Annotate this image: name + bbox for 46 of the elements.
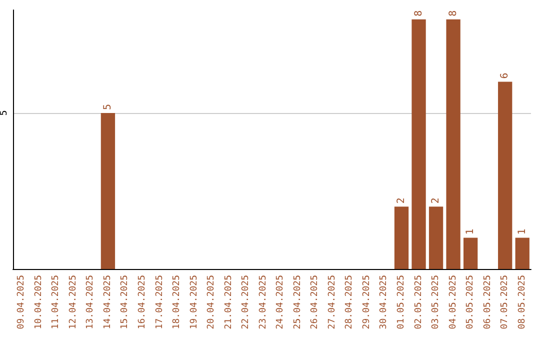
x-tick-label: 16.04.2025: [138, 275, 148, 330]
x-tick-label: 22.04.2025: [241, 275, 252, 330]
bar: [394, 206, 409, 269]
data-label: 6: [500, 72, 511, 79]
x-tick-label: 19.04.2025: [189, 275, 200, 330]
bar: [428, 206, 444, 269]
x-tick-label: 21.04.2025: [224, 275, 234, 330]
data-label: 2: [430, 198, 442, 204]
x-tick-label: 13.04.2025: [86, 275, 96, 330]
data-label: 8: [413, 10, 424, 16]
bar: [412, 19, 426, 269]
x-tick-label: 05.05.2025: [466, 275, 476, 330]
x-tick-label: 27.04.2025: [327, 275, 338, 330]
x-tick-label: 12.04.2025: [68, 275, 78, 330]
x-tick-label: 06.05.2025: [482, 275, 493, 330]
x-tick-label: 30.04.2025: [379, 275, 390, 330]
x-tick-label: 08.05.2025: [517, 275, 528, 330]
x-tick-label: 17.04.2025: [154, 275, 165, 330]
x-tick-label: 11.04.2025: [51, 275, 62, 330]
x-tick-label: 03.05.2025: [431, 275, 442, 330]
x-tick-label: 04.05.2025: [448, 275, 458, 330]
data-label: 1: [516, 228, 528, 235]
bar: [463, 238, 478, 269]
data-label: 2: [396, 198, 407, 204]
bar: [498, 82, 512, 269]
x-tick-label: 23.04.2025: [258, 275, 268, 330]
data-label: 1: [465, 228, 476, 235]
x-tick-label: 26.04.2025: [310, 275, 320, 330]
bar: [446, 19, 460, 269]
x-tick-label: 01.05.2025: [396, 275, 406, 330]
data-label: 8: [448, 10, 459, 16]
x-tick-label: 09.04.2025: [16, 275, 27, 330]
x-tick-label: 02.05.2025: [414, 275, 424, 330]
x-tick-label: 20.04.2025: [206, 275, 217, 330]
x-tick-label: 28.04.2025: [344, 275, 355, 330]
x-tick-label: 07.05.2025: [500, 275, 510, 330]
x-tick-label: 10.04.2025: [34, 275, 44, 330]
x-tick-label: 14.04.2025: [102, 275, 113, 330]
x-tick-label: 15.04.2025: [120, 275, 130, 330]
x-tick-label: 25.04.2025: [292, 275, 303, 330]
bar: [515, 238, 530, 269]
x-tick-label: 29.04.2025: [362, 275, 372, 330]
x-tick-label: 18.04.2025: [172, 275, 182, 330]
x-tick-label: 24.04.2025: [276, 275, 286, 330]
data-label: 5: [102, 104, 114, 110]
bar: [100, 112, 116, 269]
